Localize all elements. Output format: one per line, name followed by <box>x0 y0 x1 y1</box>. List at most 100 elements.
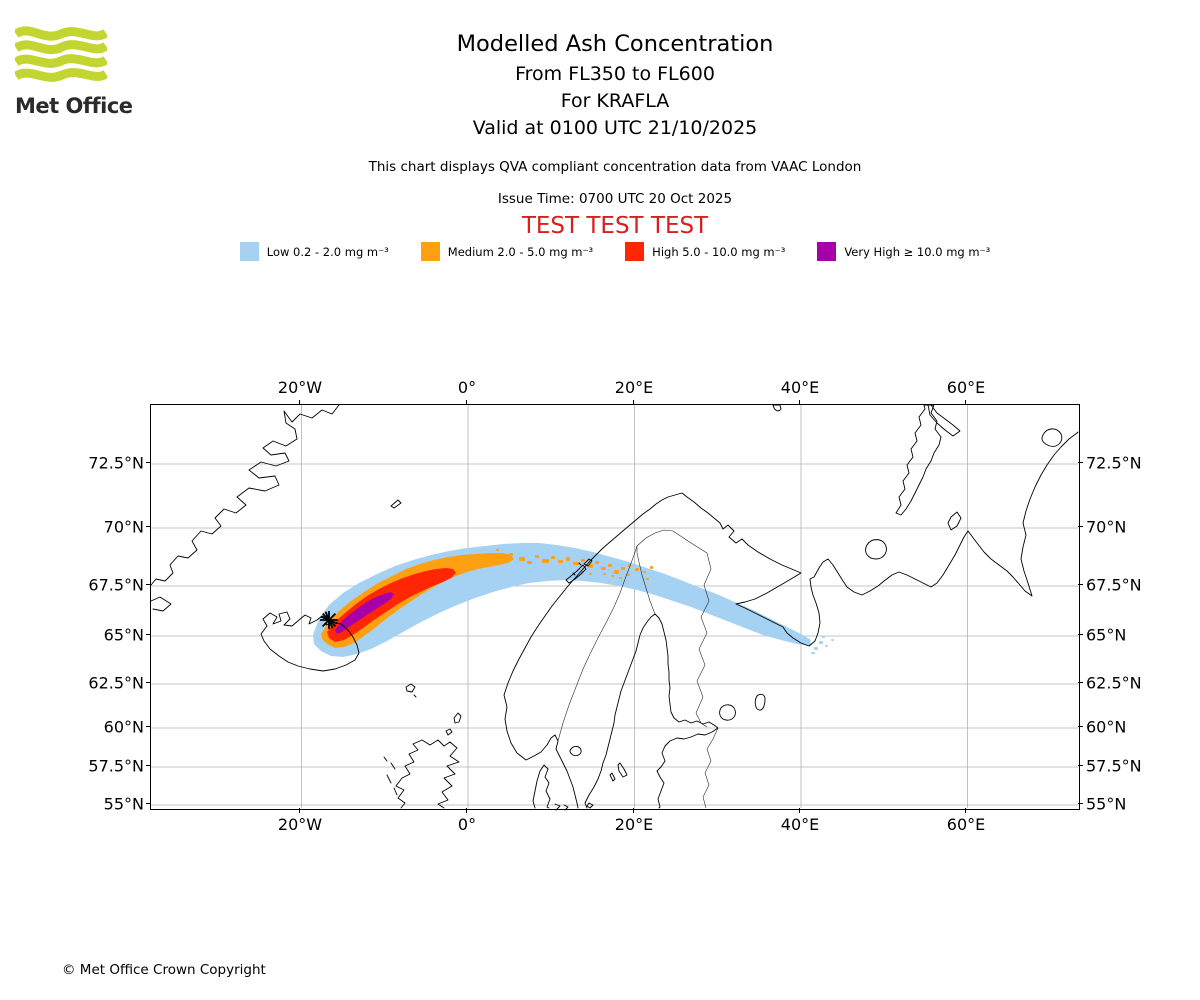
coastlines <box>150 404 1079 811</box>
lat-label-left-4: 62.5°N <box>88 673 144 693</box>
plume-low-speckle <box>819 641 823 644</box>
met-office-logo-waves <box>13 26 109 82</box>
legend-label-high: High 5.0 - 10.0 mg m⁻³ <box>652 244 786 259</box>
plume-medium-speckle <box>551 556 555 559</box>
legend-item-low: Low 0.2 - 2.0 mg m⁻³ <box>239 242 389 261</box>
lake-ladoga <box>719 704 736 721</box>
map <box>146 400 1083 813</box>
coastline-novaya-zemlya-south <box>895 404 942 516</box>
lake-onega <box>754 693 766 711</box>
legend-label-very_high: Very High ≥ 10.0 mg m⁻³ <box>844 244 991 259</box>
lon-label-top-4: 60°E <box>946 378 986 397</box>
legend-swatch-medium <box>420 242 440 261</box>
lat-label-right-1: 70°N <box>1086 517 1127 537</box>
coastline-vaygach <box>947 511 962 531</box>
coastline-kolguyev <box>865 539 887 560</box>
plume-medium-speckle <box>611 575 614 577</box>
volcano-asterisk-arm <box>320 615 338 625</box>
plume-medium-speckle <box>595 561 599 564</box>
coastline-lofoten <box>565 558 593 584</box>
coastline-top-islet <box>772 404 782 412</box>
coastline-greenland-south <box>150 596 172 612</box>
ash-plume <box>313 543 834 657</box>
coastline-baltic <box>584 613 719 809</box>
plume-medium-speckle <box>566 557 570 561</box>
lon-label-bottom-1: 0° <box>457 815 477 834</box>
border-sweden-finland <box>636 546 656 615</box>
legend-swatch-low <box>239 242 259 261</box>
axis-ticks <box>146 400 1083 813</box>
page-title: Modelled Ash Concentration <box>456 31 774 57</box>
plume-medium-speckle <box>619 577 622 579</box>
lat-label-left-0: 72.5°N <box>88 453 144 473</box>
plume-medium-speckle <box>535 555 539 558</box>
lon-label-top-2: 20°E <box>614 378 654 397</box>
met-office-logo-text: Met Office <box>15 94 133 118</box>
lon-label-bottom-4: 60°E <box>946 815 986 834</box>
legend-item-medium: Medium 2.0 - 5.0 mg m⁻³ <box>420 242 594 261</box>
lon-label-top-0: 20°W <box>277 378 323 397</box>
lat-label-right-7: 55°N <box>1086 794 1127 814</box>
lat-label-right-4: 62.5°N <box>1086 673 1142 693</box>
test-banner: TEST TEST TEST <box>521 213 709 239</box>
plume-medium-speckle <box>603 573 606 575</box>
plume-low-speckle <box>811 652 815 654</box>
graticule <box>151 405 1078 808</box>
plume-medium-speckle <box>608 564 612 567</box>
lat-label-right-6: 57.5°N <box>1086 756 1142 776</box>
coastline-shetland <box>453 712 462 724</box>
lon-label-bottom-0: 20°W <box>277 815 323 834</box>
plume-high <box>327 568 456 642</box>
lat-label-right-0: 72.5°N <box>1086 453 1142 473</box>
lake-vanern <box>569 746 582 757</box>
lat-label-left-7: 55°N <box>103 794 144 814</box>
plume-medium-speckle <box>601 567 606 570</box>
plume-medium-speckle <box>650 566 653 569</box>
border-norway-sweden <box>557 545 638 742</box>
volcano-marker <box>320 611 338 629</box>
coastline-jan-mayen <box>390 499 402 509</box>
coastline-greenland <box>150 404 340 586</box>
lat-label-left-5: 60°N <box>103 717 144 737</box>
issue-time: Issue Time: 0700 UTC 20 Oct 2025 <box>497 191 733 207</box>
coastline-denmark <box>532 764 569 811</box>
qva-note: This chart displays QVA compliant concen… <box>368 159 862 175</box>
legend-item-high: High 5.0 - 10.0 mg m⁻³ <box>625 242 785 261</box>
lat-label-right-5: 60°N <box>1086 717 1127 737</box>
coastline-faroes <box>405 683 417 698</box>
subtitle-volcano: For KRAFLA <box>560 90 670 112</box>
lat-label-right-2: 67.5°N <box>1086 575 1142 595</box>
plume-medium-speckle <box>614 570 619 574</box>
plume-medium-speckle <box>496 549 499 551</box>
coastline-orkney <box>445 728 453 736</box>
plume-medium <box>321 553 514 648</box>
coastline-hebrides <box>383 756 398 796</box>
lon-label-bottom-3: 40°E <box>780 815 820 834</box>
plume-very_high <box>335 592 394 634</box>
border-norway-finland-russia <box>636 529 708 554</box>
map-frame <box>146 400 1083 813</box>
legend-item-very_high: Very High ≥ 10.0 mg m⁻³ <box>817 242 990 261</box>
plume-medium-speckle <box>542 559 549 563</box>
plume-medium-speckle <box>589 573 592 575</box>
plume-medium-speckle <box>643 571 646 573</box>
coastline-gotland <box>586 762 628 809</box>
plume-medium-speckle <box>573 562 579 565</box>
plume-medium-speckle <box>558 560 563 563</box>
legend-label-low: Low 0.2 - 2.0 mg m⁻³ <box>266 244 389 259</box>
lat-label-left-3: 65°N <box>103 625 144 645</box>
plume-medium-speckle <box>581 559 585 562</box>
plume-low-speckle <box>831 639 834 641</box>
lon-label-top-3: 40°E <box>780 378 820 397</box>
coastline-novaya-zemlya-north <box>927 404 961 437</box>
border-finland-russia <box>695 552 712 728</box>
subtitle-flight-levels: From FL350 to FL600 <box>515 63 715 85</box>
plume-low-speckle <box>814 647 818 650</box>
legend-label-medium: Medium 2.0 - 5.0 mg m⁻³ <box>447 244 594 259</box>
coastline-norway-russia <box>503 431 1079 809</box>
plume-medium-speckle <box>519 557 525 561</box>
plume-medium-speckle <box>627 574 630 576</box>
coastline-scotland <box>395 739 460 809</box>
met-office-logo: Met Office <box>13 26 145 118</box>
